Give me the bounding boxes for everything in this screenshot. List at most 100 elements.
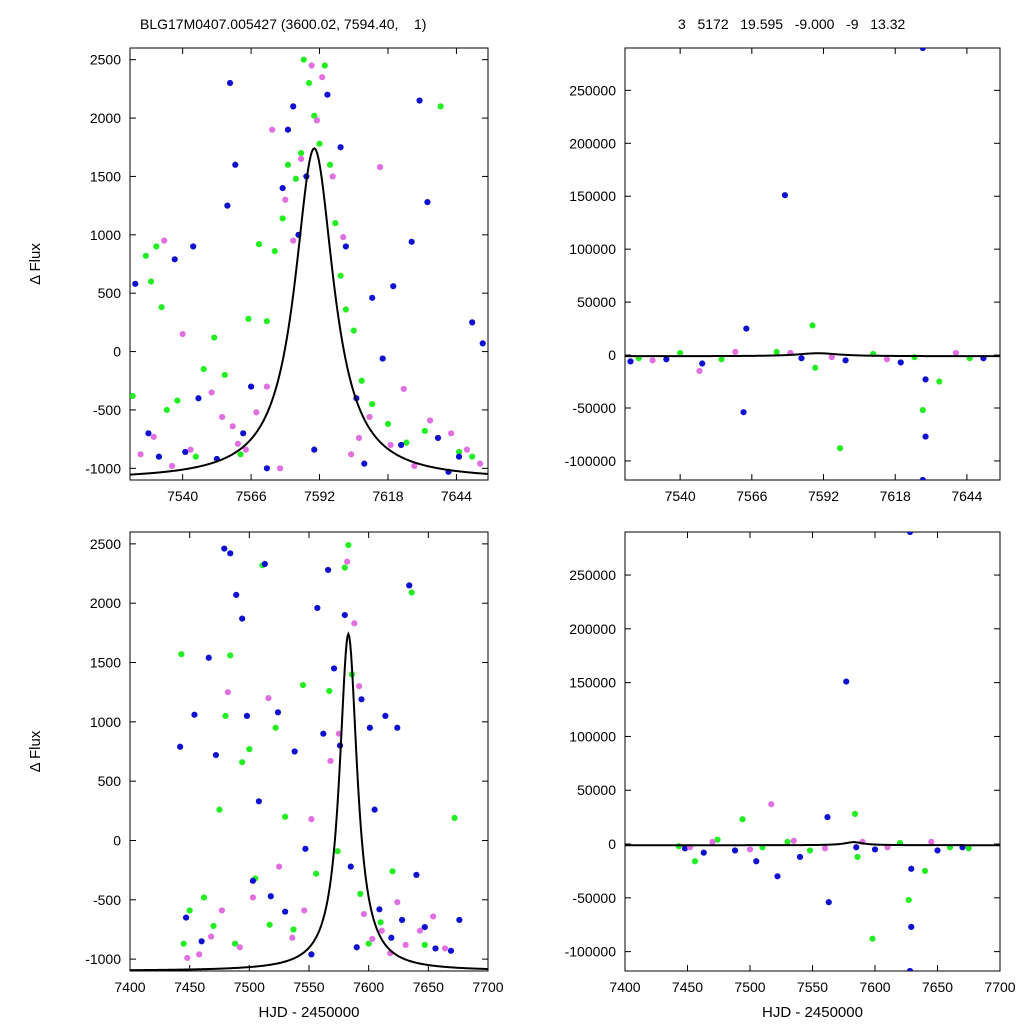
data-layer xyxy=(625,532,1000,971)
data-point xyxy=(871,846,879,853)
data-point xyxy=(247,383,255,390)
data-point xyxy=(906,532,914,536)
data-point xyxy=(271,248,278,255)
data-point xyxy=(324,91,331,98)
data-point xyxy=(441,945,449,952)
data-point xyxy=(242,446,249,453)
y-tick-label: 1000 xyxy=(90,227,121,243)
data-point xyxy=(153,243,160,250)
data-point xyxy=(301,907,308,914)
x-tick-label: 7400 xyxy=(114,979,145,995)
data-point xyxy=(279,185,286,192)
x-tick-label: 7550 xyxy=(293,979,324,995)
data-point xyxy=(376,906,383,913)
data-point xyxy=(290,103,297,110)
x-tick-label: 7592 xyxy=(808,488,839,504)
data-point xyxy=(627,358,634,365)
data-point xyxy=(696,367,703,375)
data-point xyxy=(384,420,392,428)
x-tick-label: 7450 xyxy=(672,979,703,995)
y-tick-label: 50000 xyxy=(577,294,616,310)
x-axis-label: HJD - 2450000 xyxy=(762,1004,863,1021)
data-point xyxy=(353,944,360,951)
data-point xyxy=(330,665,338,672)
data-point xyxy=(355,434,363,442)
data-point xyxy=(691,858,699,865)
y-tick-label: 200000 xyxy=(569,135,616,151)
y-tick-label: 200000 xyxy=(569,621,616,637)
data-point xyxy=(836,445,844,452)
y-axis-label: Δ Flux xyxy=(27,243,44,285)
data-point xyxy=(908,865,915,872)
data-layer xyxy=(130,56,488,476)
plot-frame xyxy=(624,47,1001,481)
data-point xyxy=(897,359,904,366)
y-tick-label: 2000 xyxy=(90,595,121,611)
data-point xyxy=(195,395,202,402)
data-point xyxy=(681,845,689,852)
data-point xyxy=(320,730,327,737)
data-point xyxy=(308,951,315,958)
data-point xyxy=(224,202,231,209)
y-tick-label: -1000 xyxy=(85,951,121,967)
data-point xyxy=(249,877,257,884)
data-point xyxy=(130,392,136,400)
data-point xyxy=(145,430,152,437)
data-point xyxy=(934,847,941,854)
data-point xyxy=(337,144,344,151)
data-point xyxy=(952,349,959,357)
data-point xyxy=(843,678,850,685)
data-point xyxy=(255,241,263,248)
y-tick-label: 2500 xyxy=(90,52,121,68)
data-point xyxy=(200,894,208,901)
data-point xyxy=(784,838,791,845)
data-point xyxy=(298,149,305,157)
data-point xyxy=(282,813,289,820)
data-point xyxy=(746,846,754,853)
data-point xyxy=(192,453,199,460)
figure-parameters: 3 5172 19.595 -9.000 -9 13.32 xyxy=(678,16,906,32)
data-point xyxy=(266,921,273,928)
data-point xyxy=(182,448,189,456)
data-point xyxy=(150,433,157,440)
x-tick-label: 7618 xyxy=(372,488,403,504)
data-point xyxy=(463,446,471,453)
data-point xyxy=(358,696,365,703)
data-point xyxy=(267,893,274,900)
data-point xyxy=(326,161,334,168)
data-point xyxy=(221,545,228,552)
data-point xyxy=(229,423,236,430)
data-point xyxy=(345,541,352,549)
data-point xyxy=(276,465,284,472)
y-tick-label: 50000 xyxy=(577,782,616,798)
data-point xyxy=(455,448,463,456)
data-point xyxy=(227,652,234,659)
plot-frame xyxy=(624,531,1001,972)
x-tick-label: 7644 xyxy=(441,488,472,504)
y-tick-label: -500 xyxy=(93,402,121,418)
data-point xyxy=(227,550,234,557)
data-point xyxy=(243,712,251,720)
data-point xyxy=(208,389,215,396)
data-point xyxy=(326,687,333,695)
data-point xyxy=(263,465,270,472)
data-point xyxy=(908,923,915,930)
y-tick-label: 0 xyxy=(608,836,616,852)
plot-bottom-right: 7400 7450 7500 7550 7600 7650 7700 -100000 -5000… xyxy=(565,531,1016,1021)
data-point xyxy=(740,409,747,416)
data-point xyxy=(921,867,929,875)
data-point xyxy=(187,446,194,453)
data-point xyxy=(426,417,434,424)
data-point xyxy=(234,440,242,447)
plot-bottom-left: 7400 7450 7500 7550 7600 7650 7700 -1000 -500 0 50… xyxy=(27,531,504,1021)
data-point xyxy=(718,356,725,363)
y-tick-label: 250000 xyxy=(569,82,616,98)
data-point xyxy=(313,117,320,124)
y-tick-label: -500 xyxy=(93,892,121,908)
data-point xyxy=(324,566,332,574)
data-point xyxy=(329,173,336,180)
data-point xyxy=(430,913,437,920)
data-point xyxy=(379,355,386,362)
model-curve xyxy=(625,352,1000,358)
data-point xyxy=(366,724,373,731)
